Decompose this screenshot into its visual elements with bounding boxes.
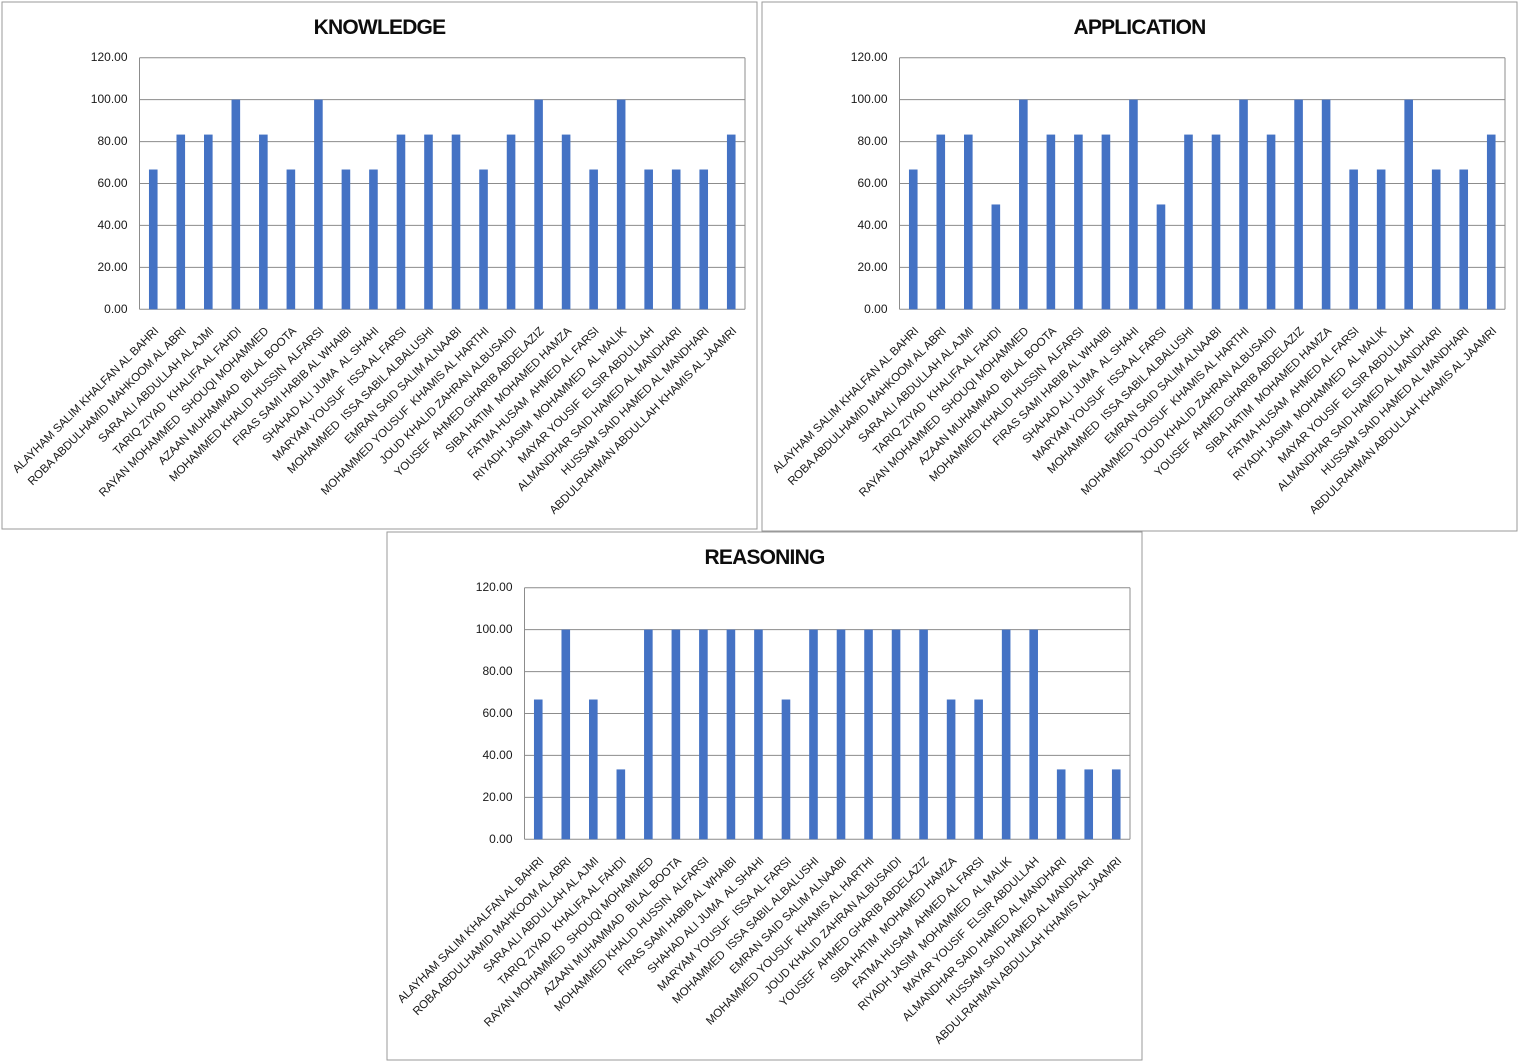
svg-text:80.00: 80.00 xyxy=(857,134,887,148)
svg-text:20.00: 20.00 xyxy=(97,260,127,274)
svg-text:120.00: 120.00 xyxy=(851,50,888,64)
svg-text:REASONING: REASONING xyxy=(705,546,825,569)
svg-text:40.00: 40.00 xyxy=(482,748,512,762)
svg-text:APPLICATION: APPLICATION xyxy=(1074,16,1206,39)
svg-text:60.00: 60.00 xyxy=(482,706,512,720)
svg-text:20.00: 20.00 xyxy=(857,260,887,274)
svg-text:120.00: 120.00 xyxy=(91,50,128,64)
svg-text:20.00: 20.00 xyxy=(482,790,512,804)
svg-text:60.00: 60.00 xyxy=(97,176,127,190)
svg-text:40.00: 40.00 xyxy=(857,218,887,232)
svg-text:KNOWLEDGE: KNOWLEDGE xyxy=(314,16,446,39)
svg-text:60.00: 60.00 xyxy=(857,176,887,190)
svg-text:100.00: 100.00 xyxy=(476,622,513,636)
svg-text:40.00: 40.00 xyxy=(97,218,127,232)
svg-text:0.00: 0.00 xyxy=(489,832,513,846)
svg-text:0.00: 0.00 xyxy=(864,302,888,316)
svg-text:0.00: 0.00 xyxy=(104,302,128,316)
svg-text:100.00: 100.00 xyxy=(851,92,888,106)
svg-text:80.00: 80.00 xyxy=(482,664,512,678)
svg-text:100.00: 100.00 xyxy=(91,92,128,106)
svg-text:80.00: 80.00 xyxy=(97,134,127,148)
svg-text:120.00: 120.00 xyxy=(476,580,513,594)
